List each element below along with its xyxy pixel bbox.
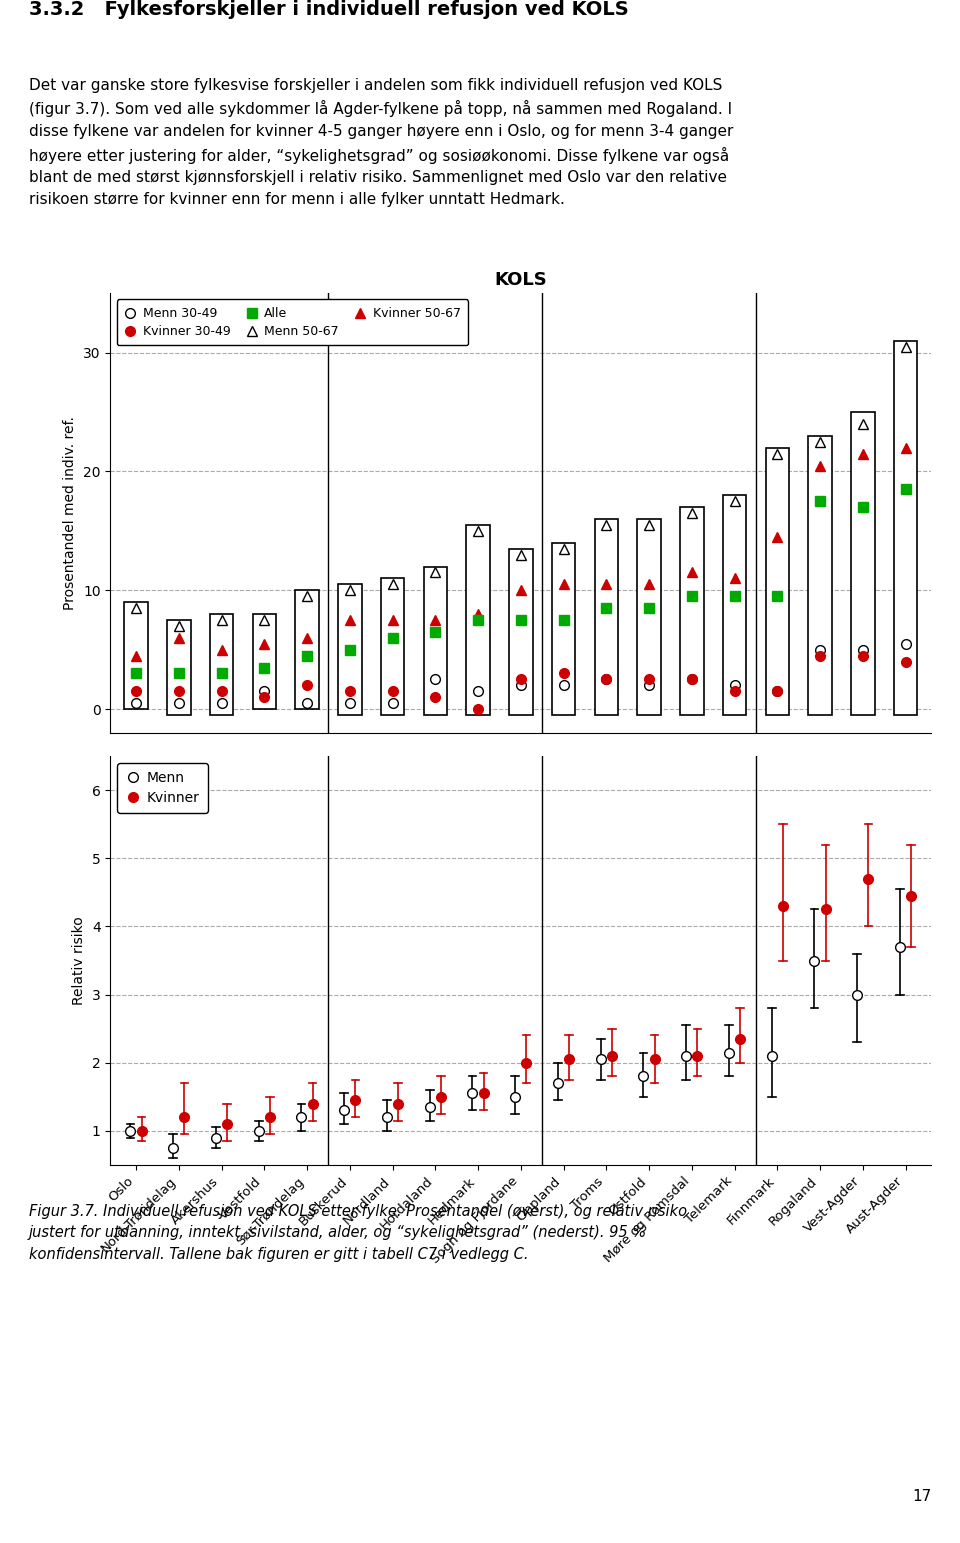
Bar [637, 518, 660, 714]
Bar [852, 412, 875, 714]
Bar [765, 447, 789, 714]
Text: 17: 17 [912, 1489, 931, 1504]
Legend: Menn, Kvinner: Menn, Kvinner [117, 764, 207, 813]
Bar [723, 495, 746, 714]
Bar [296, 591, 319, 710]
Bar [252, 614, 276, 710]
Bar [680, 508, 704, 714]
Y-axis label: Prosentandel med indiv. ref.: Prosentandel med indiv. ref. [63, 417, 78, 609]
Bar [552, 543, 575, 714]
Bar [467, 525, 490, 714]
Title: KOLS: KOLS [494, 272, 547, 289]
Bar [423, 566, 447, 714]
Bar [894, 341, 918, 714]
Y-axis label: Relativ risiko: Relativ risiko [72, 917, 86, 1004]
Bar [210, 614, 233, 714]
Legend: Menn 30-49, Kvinner 30-49, Alle, Menn 50-67, Kvinner 50-67: Menn 30-49, Kvinner 30-49, Alle, Menn 50… [117, 299, 468, 346]
Bar [167, 620, 190, 714]
Text: Det var ganske store fylkesvise forskjeller i andelen som fikk individuell refus: Det var ganske store fylkesvise forskjel… [29, 77, 733, 207]
Bar [124, 602, 148, 710]
Bar [509, 549, 533, 714]
Text: 3.3.2   Fylkesforskjeller i individuell refusjon ved KOLS: 3.3.2 Fylkesforskjeller i individuell re… [29, 0, 629, 19]
Text: Figur 3.7. Individuell refusjon ved KOLS etter fylke. Prosentandel (øverst), og : Figur 3.7. Individuell refusjon ved KOLS… [29, 1204, 687, 1262]
Bar [338, 585, 362, 714]
Bar [381, 579, 404, 714]
Bar [808, 435, 831, 714]
Bar [594, 518, 618, 714]
